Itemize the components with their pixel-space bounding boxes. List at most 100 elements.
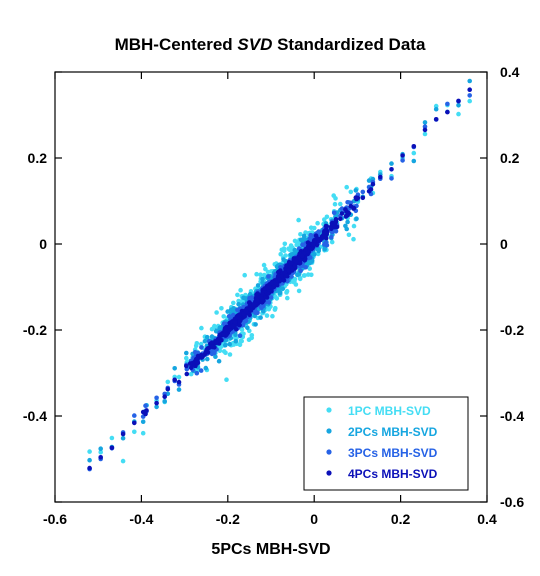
data-point bbox=[132, 429, 137, 435]
data-point bbox=[237, 312, 242, 318]
data-point bbox=[322, 230, 327, 235]
data-point bbox=[339, 211, 345, 216]
data-point bbox=[297, 261, 302, 266]
data-point bbox=[345, 219, 350, 225]
data-point bbox=[271, 284, 277, 290]
legend-label: 4PCs MBH-SVD bbox=[348, 467, 438, 481]
data-point bbox=[265, 285, 271, 291]
data-point bbox=[199, 355, 204, 360]
data-point bbox=[251, 302, 257, 307]
data-point bbox=[234, 327, 239, 332]
data-point bbox=[143, 403, 148, 409]
data-point bbox=[422, 127, 428, 133]
data-point bbox=[230, 312, 236, 318]
y-tick-label-left: 0.2 bbox=[28, 150, 48, 166]
data-point bbox=[144, 408, 149, 413]
data-point bbox=[456, 98, 461, 104]
data-point bbox=[237, 333, 243, 339]
data-point bbox=[445, 101, 450, 107]
data-point bbox=[232, 320, 238, 325]
data-point bbox=[132, 420, 137, 426]
data-point bbox=[241, 295, 246, 301]
data-point bbox=[285, 295, 290, 301]
legend-label: 3PCs MBH-SVD bbox=[348, 446, 438, 460]
y-tick-label-right: 0.4 bbox=[500, 64, 520, 80]
data-point bbox=[288, 261, 294, 266]
data-point bbox=[259, 305, 264, 311]
data-point bbox=[389, 161, 394, 166]
data-point bbox=[411, 150, 417, 156]
data-point bbox=[307, 266, 313, 271]
data-point bbox=[98, 446, 103, 452]
data-point bbox=[296, 217, 301, 223]
data-point bbox=[433, 106, 439, 112]
data-point bbox=[315, 247, 320, 252]
data-point bbox=[343, 213, 349, 219]
data-point bbox=[312, 252, 317, 257]
data-point bbox=[366, 189, 372, 194]
data-point bbox=[255, 283, 261, 288]
data-point bbox=[355, 195, 361, 201]
data-point bbox=[165, 386, 171, 392]
data-point bbox=[98, 455, 103, 460]
data-point bbox=[243, 309, 249, 314]
data-point bbox=[132, 413, 137, 418]
data-point bbox=[306, 244, 311, 249]
data-point bbox=[348, 189, 354, 195]
data-point bbox=[292, 263, 298, 269]
data-point bbox=[274, 296, 280, 301]
data-point bbox=[260, 276, 265, 282]
data-point bbox=[221, 332, 226, 338]
data-point bbox=[209, 340, 215, 346]
data-point bbox=[378, 174, 383, 180]
data-point bbox=[266, 300, 272, 305]
data-point bbox=[345, 200, 350, 205]
data-point bbox=[298, 232, 303, 237]
data-point bbox=[199, 325, 204, 331]
data-point bbox=[199, 345, 204, 350]
data-point bbox=[273, 305, 278, 311]
data-point bbox=[422, 124, 428, 129]
legend-marker bbox=[326, 407, 332, 413]
data-point bbox=[284, 263, 290, 268]
data-point bbox=[203, 365, 209, 371]
data-point bbox=[172, 366, 177, 371]
y-tick-label-right: 0.2 bbox=[500, 150, 520, 166]
data-point bbox=[266, 291, 271, 296]
x-tick-label: -0.6 bbox=[43, 511, 67, 527]
data-point bbox=[278, 251, 284, 257]
data-point bbox=[254, 271, 259, 277]
data-point bbox=[344, 209, 350, 215]
data-point bbox=[195, 356, 200, 362]
data-point bbox=[297, 275, 303, 281]
data-point bbox=[338, 201, 343, 207]
data-point bbox=[143, 411, 148, 417]
data-point bbox=[243, 318, 249, 324]
data-point bbox=[227, 341, 232, 347]
data-point bbox=[467, 78, 473, 84]
data-point bbox=[98, 450, 103, 455]
data-point bbox=[214, 310, 219, 315]
data-point bbox=[227, 352, 233, 357]
data-point bbox=[184, 371, 190, 377]
data-point bbox=[286, 268, 291, 273]
data-point bbox=[389, 167, 394, 172]
data-point bbox=[258, 272, 263, 278]
data-point bbox=[331, 210, 337, 215]
data-point bbox=[245, 325, 250, 331]
data-point bbox=[194, 370, 200, 376]
data-point bbox=[154, 400, 159, 406]
data-point bbox=[296, 288, 302, 294]
data-point bbox=[213, 354, 218, 360]
data-point bbox=[109, 445, 115, 451]
data-point bbox=[309, 272, 314, 278]
y-tick-label-right: -0.2 bbox=[500, 322, 524, 338]
data-point bbox=[351, 236, 356, 242]
data-point bbox=[231, 300, 236, 306]
data-point bbox=[274, 282, 280, 288]
legend-label: 1PC MBH-SVD bbox=[348, 404, 431, 418]
data-point bbox=[249, 333, 255, 338]
data-point bbox=[87, 449, 92, 454]
data-point bbox=[312, 225, 317, 231]
